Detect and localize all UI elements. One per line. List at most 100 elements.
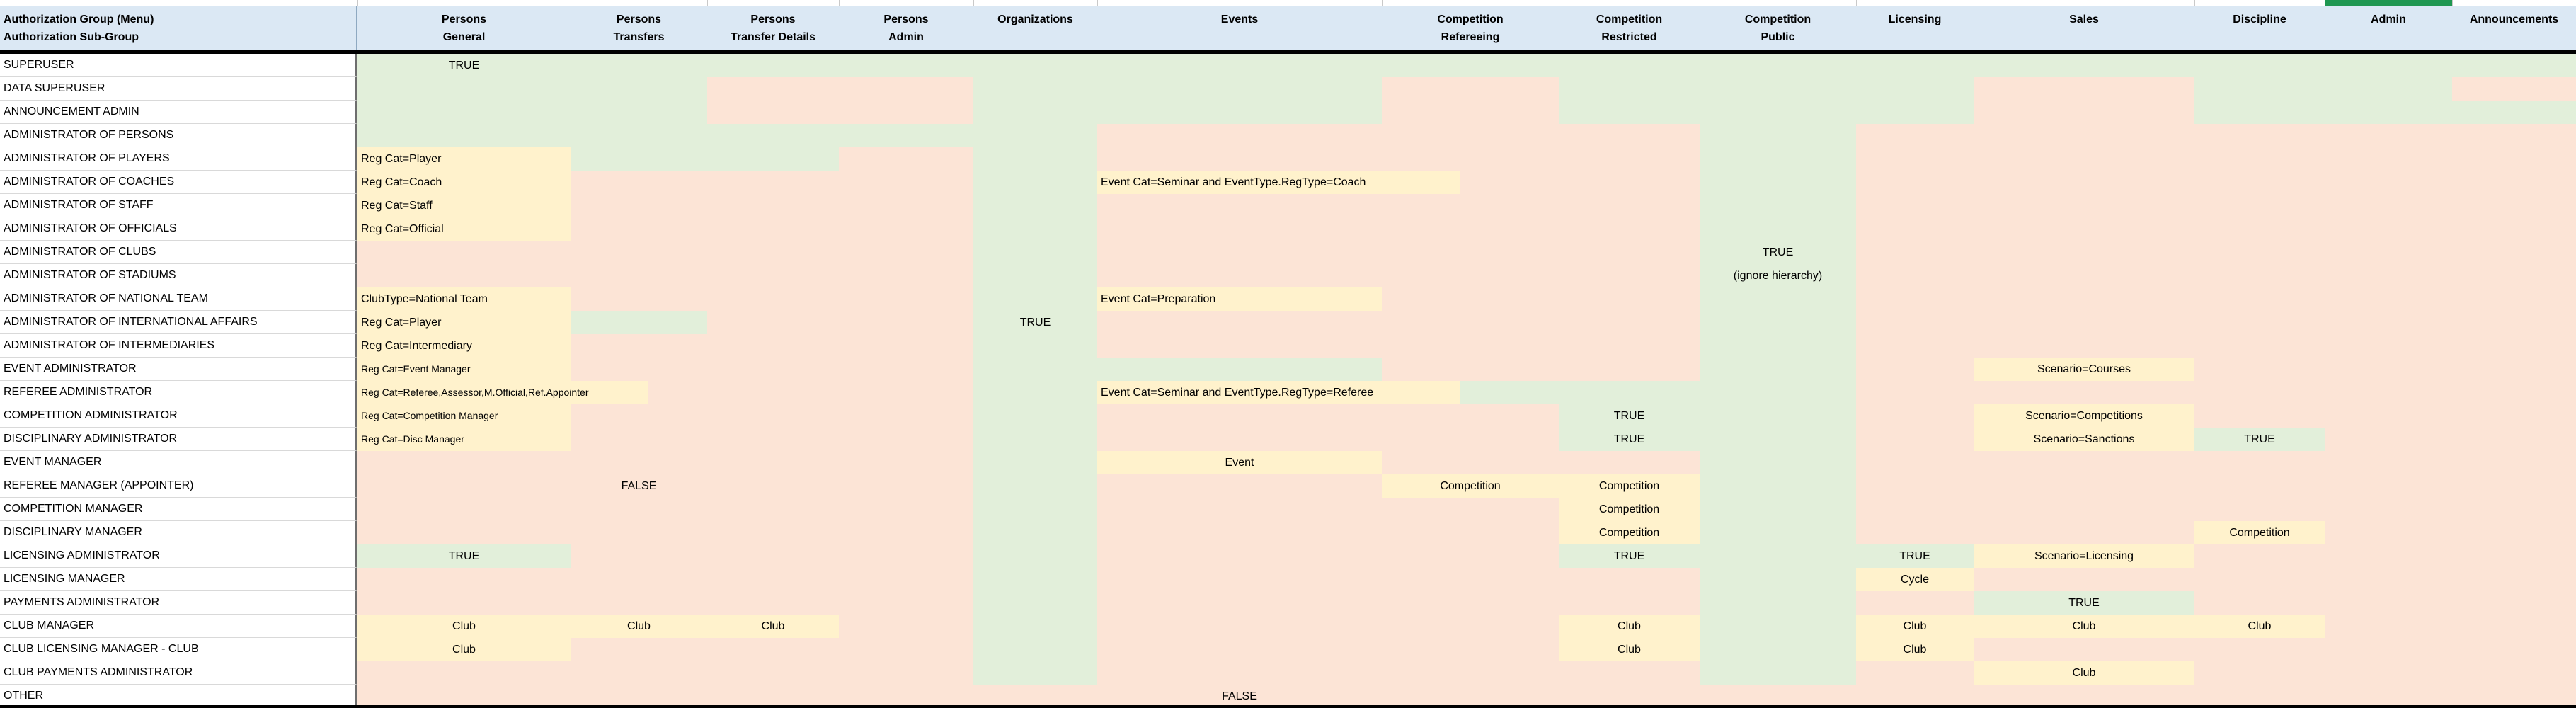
grid-cell[interactable] (1856, 334, 1974, 358)
grid-cell[interactable] (2452, 264, 2576, 287)
row-label[interactable]: SUPERUSER (0, 54, 357, 77)
grid-cell[interactable] (707, 521, 839, 544)
grid-cell[interactable] (707, 404, 839, 428)
grid-cell[interactable] (1097, 474, 1382, 498)
grid-cell[interactable] (1700, 474, 1856, 498)
grid-cell[interactable] (357, 101, 571, 124)
grid-cell[interactable] (1559, 54, 1700, 77)
grid-cell[interactable] (973, 498, 1097, 521)
grid-cell[interactable] (707, 661, 839, 685)
grid-cell[interactable] (2452, 311, 2576, 334)
grid-cell[interactable] (571, 54, 707, 77)
grid-cell[interactable] (1856, 521, 1974, 544)
grid-cell[interactable] (839, 311, 973, 334)
grid-cell[interactable] (571, 124, 707, 147)
grid-cell[interactable] (2194, 381, 2325, 404)
grid-cell[interactable] (357, 498, 571, 521)
grid-cell[interactable] (2452, 381, 2576, 404)
grid-cell[interactable] (973, 404, 1097, 428)
grid-cell[interactable] (973, 171, 1097, 194)
row-label[interactable]: CLUB PAYMENTS ADMINISTRATOR (0, 661, 357, 685)
grid-cell[interactable] (571, 241, 707, 264)
grid-cell[interactable]: Competition (1559, 498, 1700, 521)
grid-cell[interactable] (1856, 264, 1974, 287)
grid-cell[interactable] (707, 358, 839, 381)
grid-cell[interactable] (839, 358, 973, 381)
grid-cell[interactable] (1700, 685, 1856, 708)
grid-cell[interactable] (839, 264, 973, 287)
row-label[interactable]: LICENSING MANAGER (0, 568, 357, 591)
column-header-discipline[interactable]: Discipline (2194, 6, 2325, 50)
grid-cell[interactable] (1559, 661, 1700, 685)
grid-cell[interactable] (1382, 194, 1559, 217)
row-label[interactable]: ADMINISTRATOR OF CLUBS (0, 241, 357, 264)
grid-cell[interactable] (2194, 451, 2325, 474)
grid-cell[interactable]: Event Cat=Seminar and EventType.RegType=… (1097, 171, 1460, 194)
grid-cell[interactable]: Scenario=Competitions (1974, 404, 2194, 428)
grid-cell[interactable] (2452, 101, 2576, 124)
grid-cell[interactable]: TRUE (1974, 591, 2194, 615)
grid-cell[interactable] (2194, 404, 2325, 428)
grid-cell[interactable] (839, 661, 973, 685)
grid-cell[interactable] (1559, 124, 1700, 147)
grid-cell[interactable] (571, 194, 707, 217)
grid-cell[interactable] (1974, 77, 2194, 101)
grid-cell[interactable] (707, 568, 839, 591)
grid-cell[interactable] (839, 101, 973, 124)
grid-cell[interactable] (1097, 358, 1382, 381)
grid-cell[interactable] (1097, 264, 1382, 287)
grid-cell[interactable] (1559, 171, 1700, 194)
grid-cell[interactable] (1974, 264, 2194, 287)
grid-cell[interactable]: ClubType=National Team (357, 287, 571, 311)
grid-cell[interactable] (839, 241, 973, 264)
grid-cell[interactable] (2325, 381, 2452, 404)
grid-cell[interactable] (1382, 451, 1559, 474)
grid-cell[interactable] (1097, 194, 1382, 217)
grid-cell[interactable] (1382, 591, 1559, 615)
grid-cell[interactable] (2325, 334, 2452, 358)
grid-cell[interactable] (2325, 474, 2452, 498)
grid-cell[interactable] (1097, 101, 1382, 124)
grid-cell[interactable] (2194, 661, 2325, 685)
grid-cell[interactable] (2194, 194, 2325, 217)
grid-cell[interactable] (1700, 311, 1856, 334)
grid-cell[interactable] (2452, 77, 2576, 101)
grid-cell[interactable] (2452, 685, 2576, 708)
grid-cell[interactable] (2325, 591, 2452, 615)
grid-cell[interactable] (2194, 171, 2325, 194)
grid-cell[interactable]: TRUE (973, 311, 1097, 334)
grid-cell[interactable] (571, 638, 707, 661)
grid-cell[interactable] (973, 615, 1097, 638)
grid-cell[interactable]: Competition (1382, 474, 1559, 498)
grid-cell[interactable] (839, 591, 973, 615)
grid-cell[interactable] (1974, 568, 2194, 591)
grid-cell[interactable] (839, 498, 973, 521)
grid-cell[interactable] (1974, 521, 2194, 544)
grid-cell[interactable] (1856, 194, 1974, 217)
grid-cell[interactable] (2194, 568, 2325, 591)
grid-cell[interactable] (1097, 521, 1382, 544)
grid-cell[interactable] (1382, 287, 1559, 311)
grid-cell[interactable]: Reg Cat=Disc Manager (357, 428, 571, 451)
grid-cell[interactable] (1700, 615, 1856, 638)
grid-cell[interactable] (1097, 544, 1382, 568)
row-label[interactable]: DISCIPLINARY ADMINISTRATOR (0, 428, 357, 451)
grid-cell[interactable]: Cycle (1856, 568, 1974, 591)
grid-cell[interactable] (1559, 358, 1700, 381)
grid-cell[interactable]: Competition (2194, 521, 2325, 544)
grid-cell[interactable] (1559, 334, 1700, 358)
grid-cell[interactable] (2325, 358, 2452, 381)
grid-cell[interactable] (973, 334, 1097, 358)
grid-cell[interactable]: Club (357, 615, 571, 638)
grid-cell[interactable] (1700, 404, 1856, 428)
grid-cell[interactable] (839, 381, 973, 404)
grid-cell[interactable] (357, 264, 571, 287)
grid-cell[interactable] (2452, 287, 2576, 311)
grid-cell[interactable] (357, 474, 571, 498)
grid-cell[interactable] (1856, 428, 1974, 451)
grid-cell[interactable]: TRUE (1700, 241, 1856, 264)
grid-cell[interactable] (2452, 241, 2576, 264)
grid-cell[interactable] (1700, 334, 1856, 358)
grid-cell[interactable] (839, 568, 973, 591)
grid-cell[interactable]: FALSE (1097, 685, 1382, 708)
